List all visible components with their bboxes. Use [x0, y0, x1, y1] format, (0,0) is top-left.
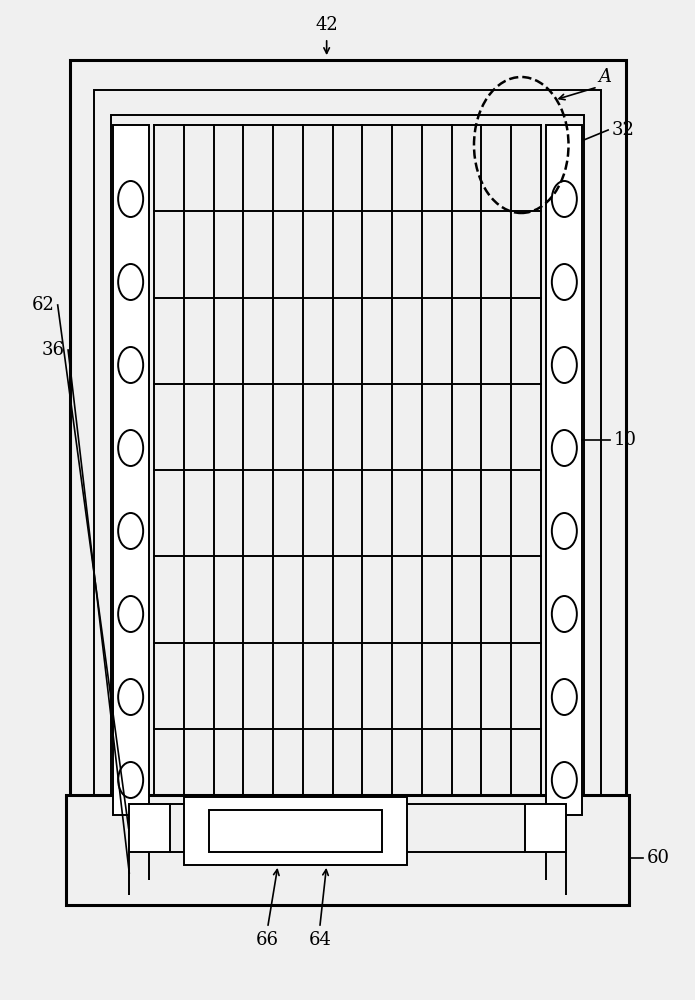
- Circle shape: [552, 762, 577, 798]
- Bar: [184, 797, 407, 865]
- Text: 60: 60: [646, 849, 669, 867]
- Text: 66: 66: [256, 931, 279, 949]
- Text: 64: 64: [309, 931, 331, 949]
- Text: 62: 62: [31, 296, 54, 314]
- Circle shape: [552, 513, 577, 549]
- Circle shape: [552, 264, 577, 300]
- Bar: [94, 90, 601, 845]
- Text: 10: 10: [614, 431, 637, 449]
- Circle shape: [552, 347, 577, 383]
- Circle shape: [118, 513, 143, 549]
- Text: 32: 32: [612, 121, 635, 139]
- Bar: [129, 804, 170, 852]
- Bar: [525, 804, 566, 852]
- Circle shape: [118, 264, 143, 300]
- Text: 42: 42: [316, 16, 338, 34]
- Circle shape: [118, 430, 143, 466]
- Circle shape: [552, 596, 577, 632]
- Circle shape: [552, 679, 577, 715]
- Text: 36: 36: [42, 341, 65, 359]
- Bar: [70, 60, 626, 880]
- Bar: [111, 115, 584, 825]
- Bar: [66, 795, 629, 905]
- Text: A: A: [598, 68, 611, 86]
- Bar: [113, 125, 149, 815]
- Circle shape: [118, 762, 143, 798]
- Bar: [208, 810, 382, 852]
- Circle shape: [552, 430, 577, 466]
- Circle shape: [118, 181, 143, 217]
- Bar: [546, 125, 582, 815]
- Circle shape: [118, 679, 143, 715]
- Circle shape: [118, 596, 143, 632]
- Circle shape: [118, 347, 143, 383]
- Circle shape: [552, 181, 577, 217]
